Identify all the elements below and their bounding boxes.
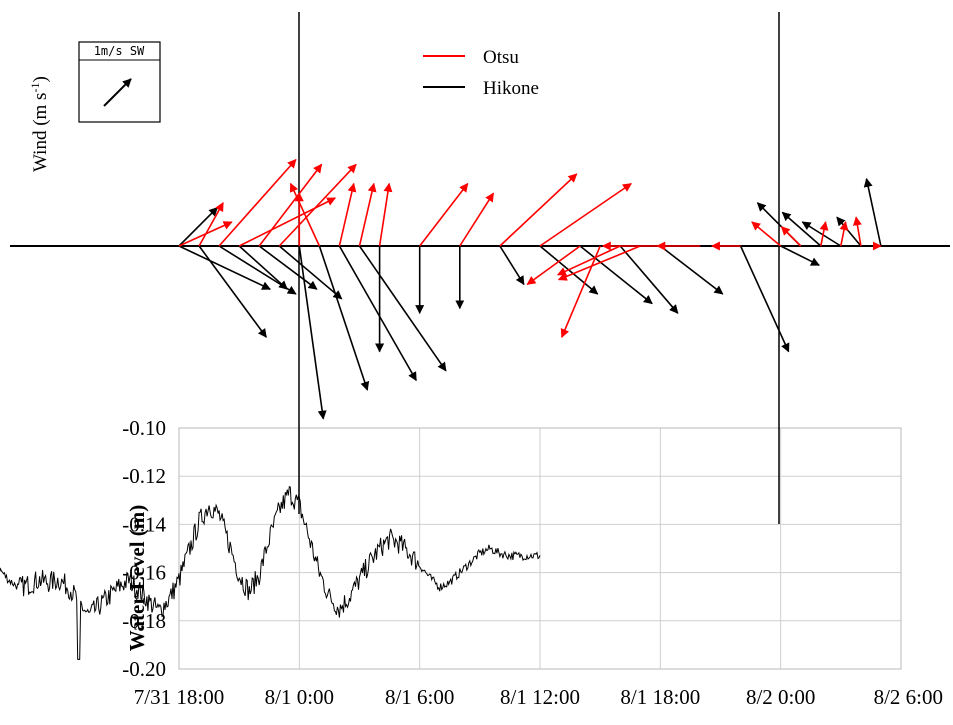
wind-vector-otsu [556,245,621,276]
wind-vector-otsu [751,221,782,247]
wind-vector-hikone [863,177,882,247]
water-level-grid [178,427,902,670]
wind-vector-hikone [801,221,842,247]
wind-vector-hikone [198,245,267,338]
water-level-plot-area [178,427,902,670]
wind-vectors-hikone [178,177,882,420]
scale-key-label: 1m/s SW [94,44,145,58]
wind-vector-otsu [839,221,849,247]
water-level-y-tick-label: -0.18 [122,609,166,633]
wind-vector-otsu [557,245,641,281]
wind-vector-otsu [338,182,357,247]
wind-vector-otsu [560,245,601,339]
wind-vector-otsu [218,158,297,247]
wind-vector-otsu [289,182,321,247]
scale-key-arrow [103,78,132,107]
legend-label-otsu: Otsu [483,47,519,68]
wind-vector-otsu [419,182,469,247]
water-level-y-tick-labels: -0.10-0.12-0.14-0.16-0.18-0.20 [122,416,166,681]
wind-y-axis-label-main: Wind (m s [30,93,51,172]
wind-vector-otsu [258,163,323,247]
water-level-x-tick-label: 8/1 6:00 [385,685,454,709]
water-level-x-tick-label: 8/1 0:00 [265,685,334,709]
wind-vector-hikone [358,245,447,372]
wind-vector-otsu [358,182,377,247]
wind-y-axis-label-close: ) [30,76,51,82]
wind-vector-hikone [781,211,822,247]
wind-vector-hikone [338,245,417,382]
wind-vector-otsu [499,173,578,247]
wind-vector-hikone [238,245,288,290]
wind-vector-otsu [539,182,632,247]
scale-key-box [78,41,161,123]
legend-label-hikone: Hikone [483,78,539,99]
wind-vector-hikone [278,245,343,300]
wind-vector-otsu [378,182,393,247]
water-level-series-line [0,485,541,660]
wind-y-axis-label-superscript: -1 [28,83,42,93]
water-level-x-tick-label: 8/1 18:00 [620,685,700,709]
wind-vector-hikone [258,245,318,290]
wind-vector-hikone [579,245,653,305]
water-level-x-tick-label: 8/1 12:00 [500,685,580,709]
wind-vector-hikone [318,245,370,391]
wind-vector-otsu [780,226,802,247]
water-level-y-tick-label: -0.10 [122,416,166,440]
wind-vector-hikone [780,245,820,266]
wind-vector-hikone [499,245,525,286]
legend: Otsu Hikone [423,47,539,99]
wind-vector-otsu [198,202,224,247]
water-level-y-axis-label: Water Level (m) [125,505,149,652]
wind-vector-hikone [178,206,219,247]
water-level-x-tick-labels: 7/31 18:00 8/1 0:00 8/1 6:00 8/1 12:00 8/1 1… [134,685,943,709]
wind-vector-otsu [526,245,581,286]
wind-y-axis-label: Wind (m s-1) [28,76,51,172]
water-level-y-tick-label: -0.20 [122,657,166,681]
wind-vector-otsu [278,163,357,247]
wind-vector-hikone [739,245,790,353]
wind-vectors-otsu [178,158,862,339]
wind-vector-otsu [238,197,337,247]
water-level-y-tick-label: -0.14 [122,512,166,536]
wind-vector-hikone [178,245,272,290]
wind-vector-otsu [819,221,829,247]
wind-scale-key: 1m/s SW [78,41,161,123]
wind-vector-hikone [298,245,327,420]
water-level-x-tick-label: 8/2 0:00 [746,685,815,709]
wind-vector-hikone [659,245,724,295]
water-level-x-tick-label: 7/31 18:00 [134,685,224,709]
wind-vector-hikone [619,245,679,314]
wind-vector-otsu [459,192,495,247]
wind-vector-otsu [852,216,862,247]
water-level-x-tick-label: 8/2 6:00 [874,685,943,709]
water-level-y-tick-label: -0.12 [122,464,166,488]
